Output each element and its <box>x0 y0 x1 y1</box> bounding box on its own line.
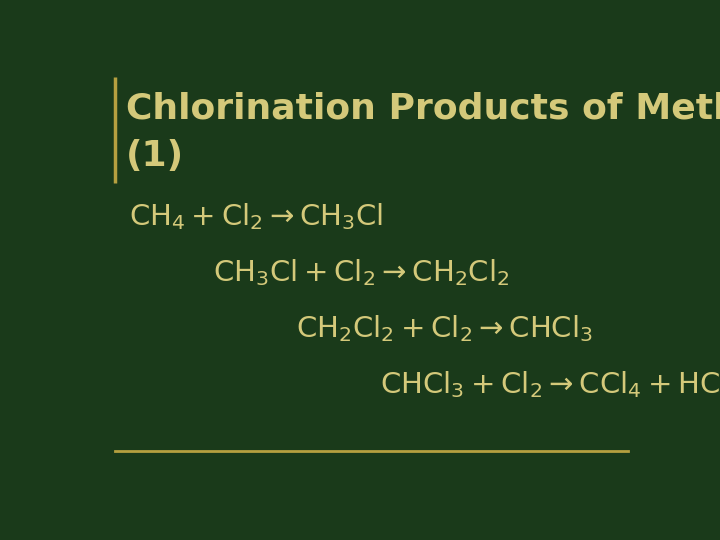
Text: $\mathregular{CH_4 + Cl_2 \rightarrow CH_3Cl}$: $\mathregular{CH_4 + Cl_2 \rightarrow CH… <box>129 201 383 232</box>
Text: Chlorination Products of Methane: Chlorination Products of Methane <box>126 91 720 125</box>
Text: $\mathregular{CH_3Cl + Cl_2 \rightarrow CH_2Cl_2}$: $\mathregular{CH_3Cl + Cl_2 \rightarrow … <box>213 257 509 288</box>
Text: $\mathregular{CHCl_3 + Cl_2 \rightarrow CCl_4 + HCl}$: $\mathregular{CHCl_3 + Cl_2 \rightarrow … <box>380 369 720 400</box>
Text: (1): (1) <box>126 139 184 173</box>
Text: $\mathregular{CH_2Cl_2 + Cl_2 \rightarrow CHCl_3}$: $\mathregular{CH_2Cl_2 + Cl_2 \rightarro… <box>297 313 593 344</box>
